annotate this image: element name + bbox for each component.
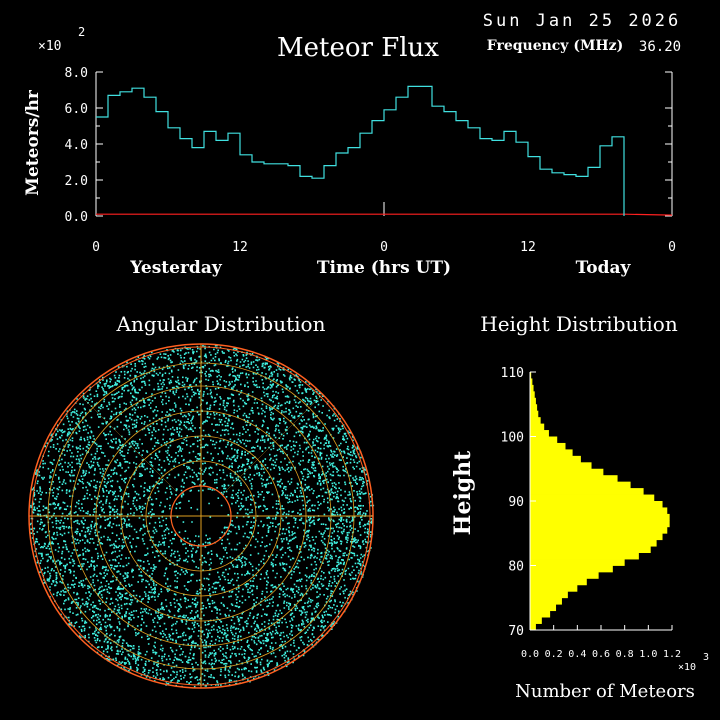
height-bar	[530, 584, 578, 592]
height-bar	[530, 430, 549, 437]
height-bar	[530, 597, 562, 605]
height-x-tick-label: 0.2	[545, 649, 563, 660]
height-bar	[530, 520, 670, 528]
angular-grid-ring	[95, 410, 307, 622]
height-x-tick-label: 1.2	[663, 649, 681, 660]
height-bar	[530, 501, 663, 508]
height-x-tick-label: 0.6	[592, 649, 610, 660]
height-bar	[530, 475, 618, 483]
flux-x-tick-label: 0	[380, 240, 388, 255]
flux-chart: 0.0 2.0 4.0 6.0 8.0 0 12 0 12 0	[65, 66, 676, 255]
height-x-multiplier: ×10	[678, 662, 696, 673]
height-bar	[530, 378, 533, 386]
flux-x-tick-label: 0	[92, 240, 100, 255]
height-bar	[530, 539, 657, 547]
height-bar	[530, 436, 558, 444]
height-y-tick-label: 80	[508, 560, 524, 575]
height-bar	[530, 565, 613, 573]
flux-y-tick-label: 4.0	[65, 138, 88, 153]
height-x-tick-label: 0.0	[521, 649, 539, 660]
frequency-value: 36.20	[639, 39, 681, 55]
height-bar	[530, 410, 539, 418]
height-bar	[530, 455, 581, 463]
height-y-tick-label: 70	[508, 624, 524, 639]
flux-title: Meteor Flux	[277, 33, 439, 63]
angular-grid-ring	[47, 362, 355, 670]
flux-x-axis-label: Time (hrs UT)	[317, 258, 451, 278]
height-bar	[530, 526, 668, 534]
height-bar	[530, 559, 625, 566]
flux-y-tick-label: 2.0	[65, 174, 88, 189]
angular-inner-ring	[170, 485, 232, 547]
height-bar	[530, 417, 541, 424]
height-bar	[530, 397, 536, 405]
height-x-axis-label: Number of Meteors	[515, 681, 695, 702]
height-title: Height Distribution	[480, 312, 678, 336]
height-bar	[530, 449, 573, 457]
yesterday-label: Yesterday	[129, 258, 223, 278]
flux-scale-exponent: 2	[78, 25, 85, 39]
height-bar	[530, 571, 599, 579]
height-x-tick-label: 1.0	[639, 649, 657, 660]
height-y-tick-label: 110	[501, 366, 524, 381]
date-label: Sun Jan 25 2026	[483, 11, 682, 31]
angular-outer-ring	[28, 343, 374, 689]
frequency-label: Frequency (MHz)	[487, 38, 624, 54]
height-y-axis-label: Height	[450, 450, 476, 536]
flux-baseline	[96, 213, 673, 216]
height-bar	[530, 404, 538, 412]
height-bar	[530, 423, 545, 431]
height-bar	[530, 372, 532, 379]
flux-y-tick-label: 8.0	[65, 66, 88, 81]
height-bar	[530, 384, 534, 392]
height-x-exponent: 3	[703, 652, 709, 663]
height-bar	[530, 591, 568, 599]
height-bar	[530, 604, 557, 612]
height-y-tick-label: 90	[508, 495, 524, 510]
flux-x-tick-label: 0	[668, 240, 676, 255]
height-bar	[530, 617, 542, 624]
height-bar	[530, 488, 644, 495]
angular-chart	[28, 343, 375, 689]
angular-grid-ring	[70, 385, 332, 647]
height-bar	[530, 578, 587, 586]
flux-y-tick-label: 0.0	[65, 210, 88, 225]
height-bar	[530, 481, 631, 489]
height-bar	[530, 468, 604, 476]
height-bar	[530, 494, 655, 502]
angular-spoke	[225, 394, 323, 492]
height-bar	[530, 610, 551, 618]
angular-outer-ring-inner	[31, 346, 371, 686]
height-bar	[530, 442, 566, 450]
height-bar	[530, 552, 639, 560]
height-bar	[530, 513, 670, 521]
angular-title: Angular Distribution	[116, 312, 326, 336]
height-bar	[530, 391, 535, 399]
flux-x-tick-label: 12	[232, 240, 248, 255]
height-x-tick-label: 0.4	[568, 649, 586, 660]
flux-x-tick-label: 12	[520, 240, 536, 255]
height-bar	[530, 507, 668, 515]
height-bar	[530, 546, 651, 553]
height-y-tick-label: 100	[501, 431, 524, 446]
height-x-tick-label: 0.8	[616, 649, 634, 660]
angular-spoke	[79, 394, 177, 492]
angular-grid-ring	[120, 435, 282, 597]
angular-points	[29, 344, 375, 688]
flux-y-axis-label: Meteors/hr	[23, 89, 43, 196]
flux-series-line	[96, 85, 625, 216]
height-chart: 70 80 90 100 110 0.0 0.2 0.4 0.6 0.8 1.0 1.2	[501, 366, 682, 660]
height-bar	[530, 533, 663, 541]
flux-scale-multiplier: ×10	[38, 39, 61, 54]
flux-y-tick-label: 6.0	[65, 102, 88, 117]
height-bar	[530, 462, 592, 470]
angular-grid-ring	[145, 460, 257, 572]
height-bar	[530, 623, 536, 631]
today-label: Today	[576, 258, 632, 278]
